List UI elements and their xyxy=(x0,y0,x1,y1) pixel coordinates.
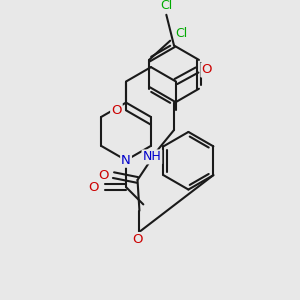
Text: O: O xyxy=(88,181,99,194)
Text: O: O xyxy=(132,233,143,246)
Text: O: O xyxy=(99,169,109,182)
Text: O: O xyxy=(111,104,122,117)
Text: Cl: Cl xyxy=(160,0,172,12)
Text: N: N xyxy=(121,154,131,167)
Text: O: O xyxy=(201,64,212,76)
Text: Cl: Cl xyxy=(176,26,188,40)
Text: NH: NH xyxy=(142,150,161,164)
